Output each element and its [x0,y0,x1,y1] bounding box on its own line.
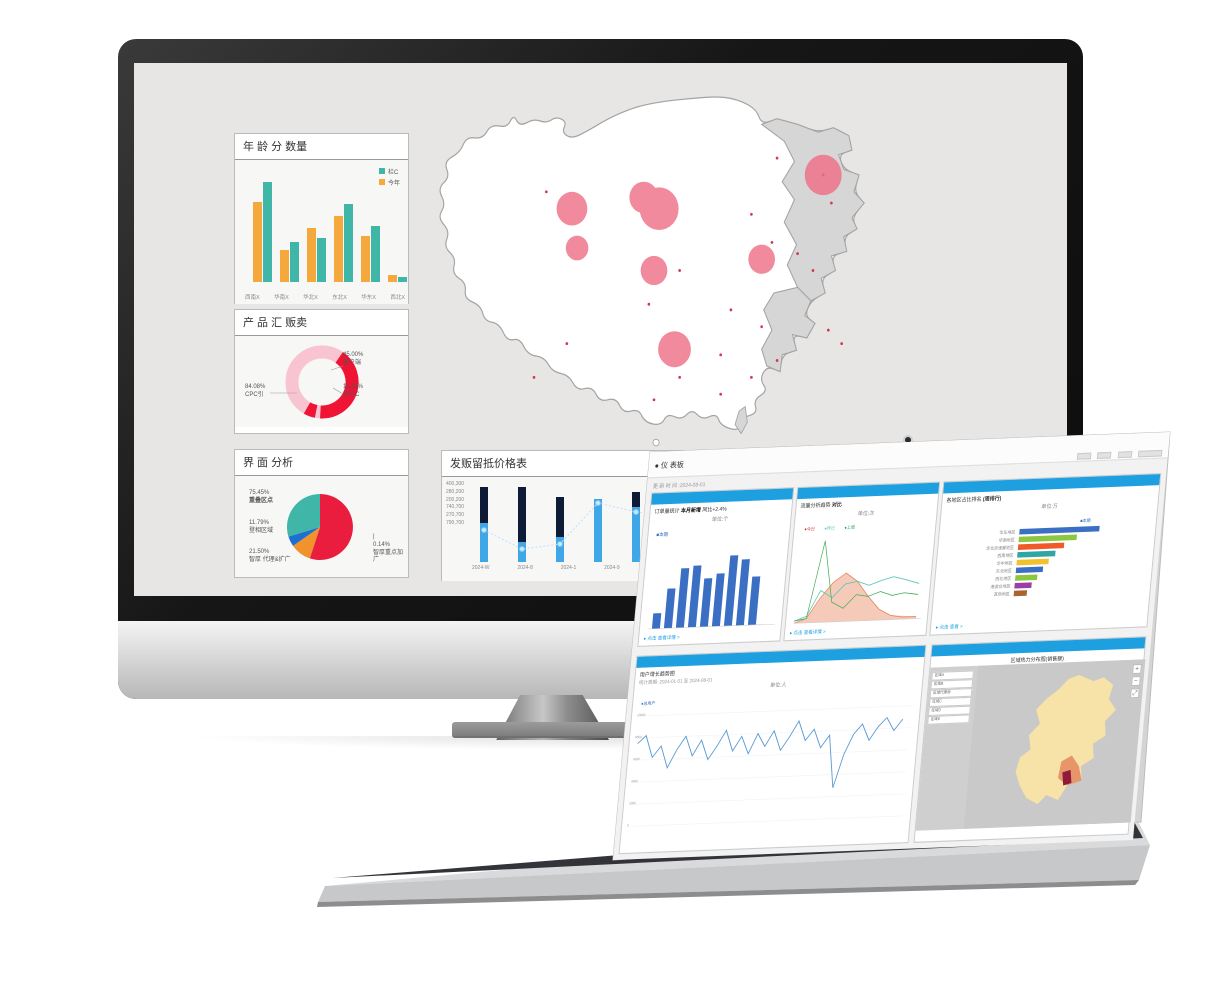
svg-text:8000: 8000 [635,735,642,739]
svg-text:6000: 6000 [633,757,640,761]
svg-text:港澳台地区: 港澳台地区 [990,582,1011,590]
svg-text:其他地区: 其他地区 [994,590,1011,598]
svg-text:西南地区: 西南地区 [997,551,1014,559]
svg-text:华南地区: 华南地区 [998,536,1015,544]
svg-text:●总用户: ●总用户 [641,699,656,707]
svg-text:■本期: ■本期 [1080,517,1091,525]
svg-text:华东地区: 华东地区 [999,528,1016,536]
svg-text:华中地区: 华中地区 [996,559,1013,567]
svg-text:■本期: ■本期 [656,531,669,539]
svg-text:西北地区: 西北地区 [995,575,1012,583]
svg-text:0: 0 [627,823,629,827]
svg-text:●今日: ●今日 [804,525,815,533]
svg-text:10000: 10000 [637,713,646,718]
svg-text:华北京津冀地区: 华北京津冀地区 [986,544,1015,552]
svg-text:●上周: ●上周 [844,524,855,532]
svg-text:4000: 4000 [631,779,638,783]
svg-text:●昨日: ●昨日 [824,524,835,532]
svg-text:2000: 2000 [629,801,636,805]
svg-text:东北地区: 东北地区 [996,567,1013,575]
